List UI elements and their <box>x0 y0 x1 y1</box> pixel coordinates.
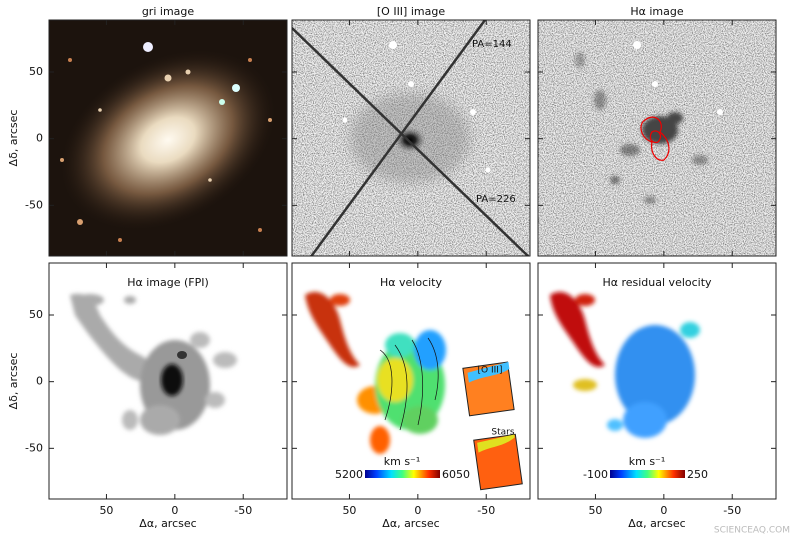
colorbar-min: -100 <box>583 468 608 481</box>
x-tick-label: 50 <box>342 504 356 517</box>
y-tick-label: -50 <box>25 441 43 454</box>
colorbar-label: km s⁻¹ <box>384 455 421 468</box>
x-tick-label: -50 <box>477 504 495 517</box>
x-tick-label: -50 <box>723 504 741 517</box>
colorbar-label: km s⁻¹ <box>629 455 666 468</box>
x-axis-label: Δα, arcsec <box>139 517 196 530</box>
colorbar-max: 6050 <box>442 468 470 481</box>
colorbar-max: 250 <box>687 468 708 481</box>
pa-label: PA=144 <box>472 39 512 50</box>
x-tick-label: -50 <box>234 504 252 517</box>
y-axis-label: Δδ, arcsec <box>7 110 20 167</box>
inset-label: [O III] <box>478 366 503 376</box>
pa-label: PA=226 <box>476 194 516 205</box>
halpha-image <box>538 20 776 256</box>
gri-image <box>49 20 287 256</box>
panel-frames <box>48 19 777 500</box>
x-tick-label: 50 <box>99 504 113 517</box>
halpha-residual-map <box>538 263 776 499</box>
panel-title: Hα image <box>630 5 684 18</box>
halpha-fpi-image <box>49 263 287 499</box>
x-tick-label: 0 <box>414 504 421 517</box>
oiii-image <box>292 20 530 256</box>
panel-title: Hα velocity <box>380 276 442 289</box>
inset-label: Stars <box>491 428 514 438</box>
x-axis-label: Δα, arcsec <box>382 517 439 530</box>
x-axis-label: Δα, arcsec <box>628 517 685 530</box>
y-tick-label: 0 <box>36 375 43 388</box>
y-tick-label: -50 <box>25 198 43 211</box>
colorbar-min: 5200 <box>335 468 363 481</box>
panel-title: Hα image (FPI) <box>127 276 209 289</box>
y-tick-label: 50 <box>29 65 43 78</box>
x-tick-label: 0 <box>171 504 178 517</box>
panel-title: gri image <box>142 5 195 18</box>
halpha-velocity-map <box>292 263 530 499</box>
y-tick-label: 0 <box>36 132 43 145</box>
y-axis-label: Δδ, arcsec <box>7 353 20 410</box>
y-tick-label: 50 <box>29 308 43 321</box>
inset-oiii <box>462 361 515 417</box>
inset-stars <box>473 433 523 491</box>
panel-title: Hα residual velocity <box>602 276 712 289</box>
x-tick-label: 0 <box>660 504 667 517</box>
x-tick-label: 50 <box>588 504 602 517</box>
watermark: SCIENCEAQ.COM <box>714 526 790 536</box>
panel-title: [O III] image <box>377 5 445 18</box>
